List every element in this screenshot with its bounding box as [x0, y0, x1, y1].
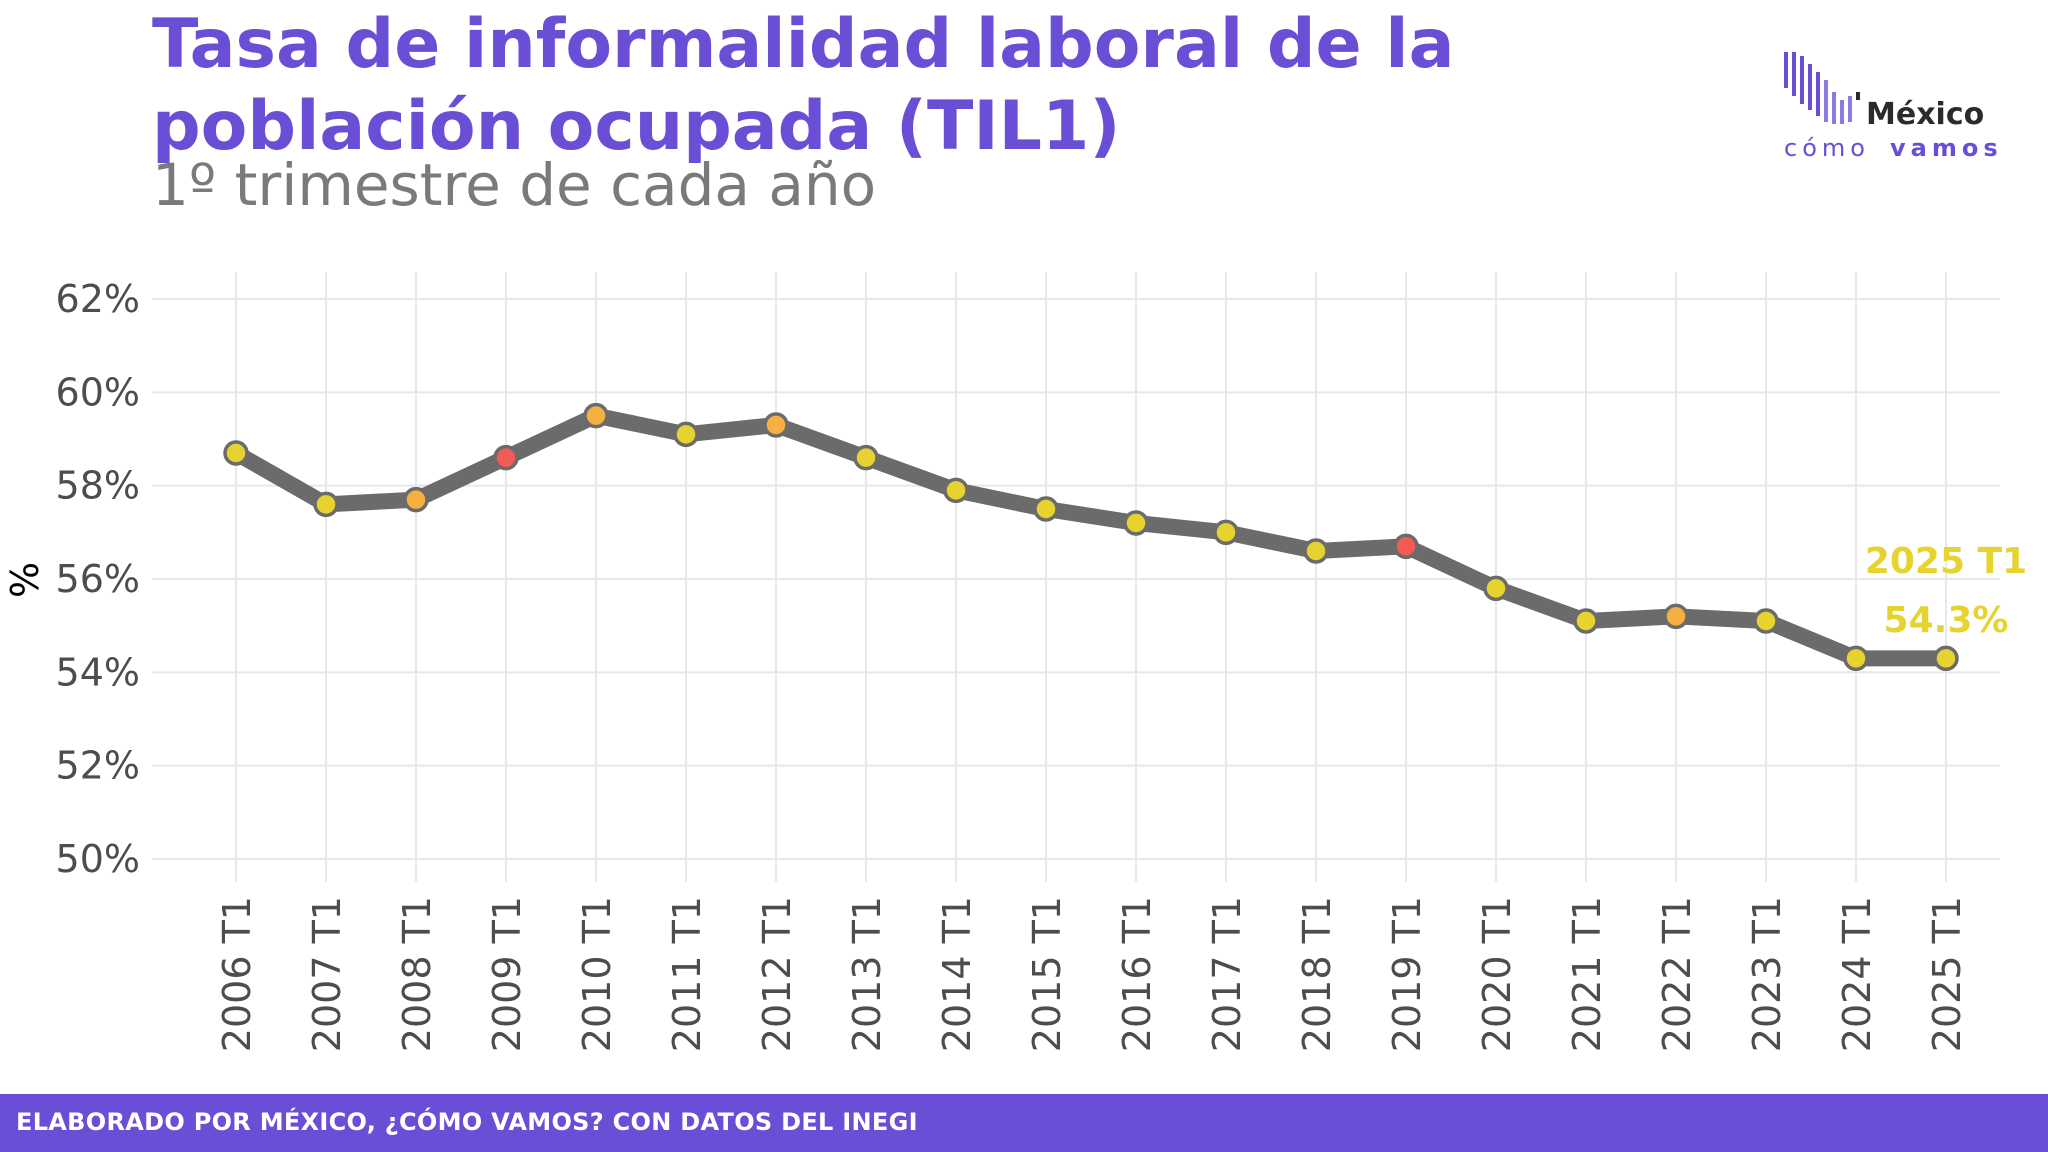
y-tick-label: 54%: [56, 650, 140, 694]
x-tick-label: 2020 T1: [1475, 896, 1519, 1052]
x-tick-label: 2015 T1: [1025, 896, 1069, 1052]
data-point: [403, 486, 429, 513]
logo-bars-icon: [1784, 52, 1860, 124]
data-point: [943, 477, 969, 504]
x-tick-label: 2014 T1: [935, 896, 979, 1052]
series-line: [228, 407, 1954, 667]
data-point: [1933, 645, 1959, 672]
x-tick-label: 2013 T1: [845, 896, 889, 1052]
x-tick-label: 2023 T1: [1745, 896, 1789, 1052]
logo-como-text: cómo: [1784, 134, 1870, 162]
data-point: [1843, 645, 1869, 672]
data-point: [1213, 519, 1239, 546]
data-point: [1303, 538, 1329, 564]
data-point: [1393, 533, 1419, 560]
logo-vamos-text: vamos: [1890, 134, 2000, 162]
annotation-value: 54.3%: [1884, 600, 2009, 641]
data-point: [493, 444, 519, 471]
x-axis-ticks: 2006 T1 2007 T1 2008 T1 2009 T1 2010 T1 2011 …: [215, 896, 1969, 1052]
footer-source-text: ELABORADO POR MÉXICO, ¿CÓMO VAMOS? CON D…: [16, 1108, 918, 1136]
data-point: [673, 421, 699, 448]
y-tick-label: 50%: [56, 837, 140, 881]
data-point: [1123, 510, 1149, 536]
x-tick-label: 2021 T1: [1565, 896, 1609, 1052]
mexico-como-vamos-logo: México cómo vamos: [1784, 52, 2000, 162]
x-tick-label: 2006 T1: [215, 896, 259, 1052]
chart-title: Tasa de informalidad laboral de la pobla…: [152, 5, 1455, 166]
x-tick-label: 2011 T1: [665, 896, 709, 1052]
data-point: [1573, 608, 1599, 634]
data-point: [583, 402, 609, 429]
x-tick-label: 2025 T1: [1925, 896, 1969, 1052]
y-tick-label: 60%: [56, 370, 140, 414]
x-tick-label: 2010 T1: [575, 896, 619, 1052]
y-axis-label: %: [3, 562, 47, 598]
data-point: [1753, 608, 1779, 634]
data-points: [223, 402, 1959, 672]
data-point: [1483, 575, 1509, 602]
x-tick-label: 2008 T1: [395, 896, 439, 1052]
y-tick-label: 58%: [56, 464, 140, 508]
data-point: [1663, 603, 1689, 630]
x-tick-label: 2012 T1: [755, 896, 799, 1052]
x-tick-label: 2009 T1: [485, 896, 529, 1052]
data-point: [853, 444, 879, 471]
y-tick-label: 62%: [56, 277, 140, 321]
grid-lines: [152, 272, 2000, 882]
chart-subtitle: 1º trimestre de cada año: [152, 151, 877, 219]
x-tick-label: 2017 T1: [1205, 896, 1249, 1052]
x-tick-label: 2022 T1: [1655, 896, 1699, 1052]
x-tick-label: 2016 T1: [1115, 896, 1159, 1052]
logo-mexico-text: México: [1866, 97, 1984, 132]
x-tick-label: 2019 T1: [1385, 896, 1429, 1052]
line-chart: 50% 52% 54% 56% 58% 60% 62% 2006 T1 2007 T1 2008…: [3, 272, 2027, 1052]
x-tick-label: 2007 T1: [305, 896, 349, 1052]
data-point: [223, 440, 249, 466]
x-tick-label: 2018 T1: [1295, 896, 1339, 1052]
y-tick-label: 56%: [56, 557, 140, 601]
annotation-label: 2025 T1: [1865, 541, 2027, 582]
data-point: [313, 491, 339, 518]
data-point: [1033, 496, 1059, 522]
y-tick-label: 52%: [56, 744, 140, 788]
data-point: [763, 412, 789, 438]
x-tick-label: 2024 T1: [1835, 896, 1879, 1052]
footer-bar: ELABORADO POR MÉXICO, ¿CÓMO VAMOS? CON D…: [0, 1094, 2048, 1152]
y-axis-ticks: 50% 52% 54% 56% 58% 60% 62%: [56, 277, 140, 881]
